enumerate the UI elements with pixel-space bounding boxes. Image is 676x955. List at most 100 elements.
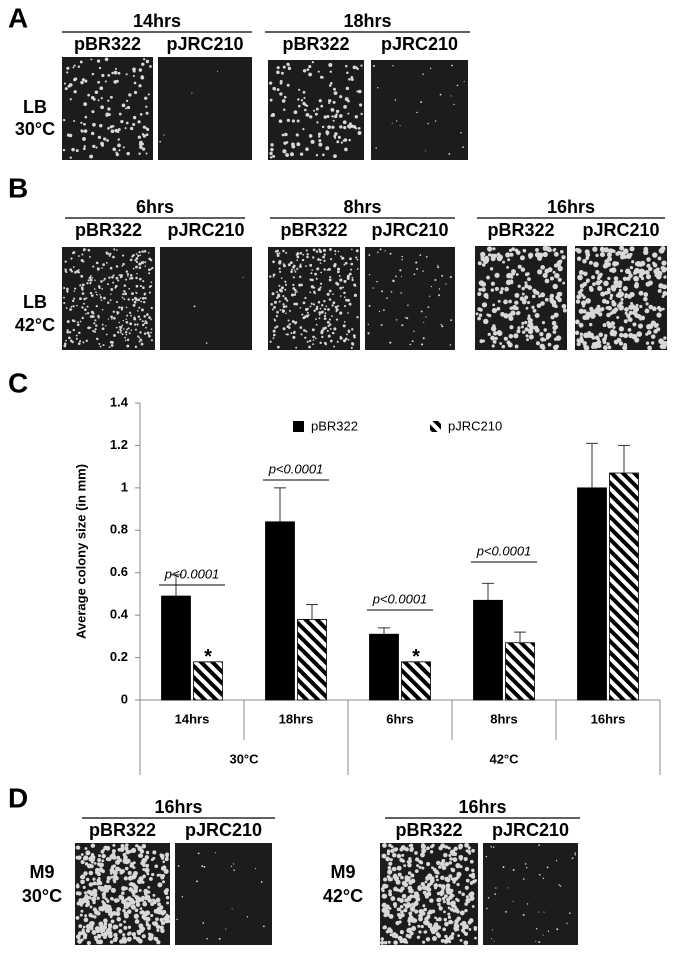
colony — [133, 885, 139, 891]
colony — [127, 875, 133, 881]
colony — [303, 329, 306, 332]
colony — [99, 345, 102, 348]
colony — [413, 273, 416, 276]
x-tick-label: 14hrs — [175, 711, 210, 726]
colony — [66, 66, 70, 70]
colony — [382, 925, 387, 930]
colony — [390, 845, 394, 849]
colony — [277, 293, 280, 297]
colony — [142, 260, 145, 263]
colony — [465, 878, 470, 883]
colony — [638, 273, 644, 279]
colony — [284, 280, 287, 283]
colony — [158, 873, 162, 877]
x-tick-label: 16hrs — [591, 711, 626, 726]
colony — [301, 258, 305, 262]
colony — [464, 902, 469, 906]
colony — [345, 86, 350, 91]
colony — [318, 248, 321, 251]
colony — [469, 895, 475, 901]
colony — [97, 80, 101, 84]
colony — [143, 58, 146, 61]
colony — [150, 281, 153, 284]
colony — [521, 299, 527, 305]
colony — [484, 256, 490, 262]
colony — [79, 284, 82, 287]
colony — [407, 934, 412, 939]
colony — [135, 257, 139, 260]
colony — [526, 338, 529, 342]
colony — [130, 904, 136, 910]
colony — [618, 326, 625, 332]
colony — [355, 249, 359, 253]
colony — [102, 263, 105, 266]
colony — [516, 310, 521, 315]
colony — [325, 305, 328, 308]
colony — [82, 885, 86, 889]
colony — [299, 265, 302, 268]
colony — [89, 275, 92, 278]
colony — [193, 305, 196, 308]
colony — [129, 311, 132, 314]
colony — [400, 886, 405, 891]
colony — [520, 325, 524, 329]
colony — [141, 142, 145, 146]
colony — [512, 900, 514, 903]
colony — [181, 896, 184, 898]
colony — [285, 251, 288, 254]
colony — [135, 298, 138, 301]
colony — [589, 287, 594, 292]
colony — [103, 918, 108, 923]
colony — [299, 306, 302, 309]
colony — [64, 268, 67, 271]
colony — [462, 924, 468, 930]
colony — [389, 252, 392, 255]
colony — [585, 278, 590, 283]
colony — [297, 98, 300, 101]
colony — [549, 276, 554, 281]
colony — [468, 918, 474, 923]
significance-marker: * — [412, 646, 420, 668]
colony — [447, 846, 451, 850]
colony — [302, 253, 305, 256]
colony — [148, 291, 151, 294]
colony — [292, 287, 296, 290]
colony — [648, 304, 654, 310]
colony — [408, 888, 414, 894]
colony — [635, 261, 642, 267]
colony — [131, 255, 134, 258]
colony — [311, 328, 315, 332]
colony — [527, 277, 531, 282]
colony — [322, 153, 325, 157]
colony — [535, 940, 537, 942]
colony — [131, 298, 134, 301]
colony — [561, 255, 566, 260]
colony — [215, 852, 217, 854]
colony — [137, 120, 141, 124]
colony — [440, 843, 446, 849]
colony — [509, 325, 514, 330]
colony — [65, 271, 68, 274]
colony — [139, 69, 142, 72]
colony — [506, 340, 511, 345]
colony — [474, 936, 477, 940]
colony — [124, 339, 127, 342]
colony — [278, 300, 281, 303]
plate-image — [475, 245, 567, 351]
colony — [145, 133, 149, 137]
colony — [577, 290, 583, 295]
colony — [197, 852, 200, 855]
colony — [132, 893, 136, 897]
colony — [82, 341, 85, 344]
significance-label: p<0.0001 — [164, 566, 220, 581]
colony — [463, 856, 468, 862]
colony — [141, 297, 145, 300]
colony — [128, 287, 131, 290]
colony — [448, 934, 454, 941]
colony — [279, 309, 282, 311]
colony — [407, 916, 413, 922]
colony — [456, 910, 460, 914]
colony — [143, 900, 146, 904]
colony — [328, 99, 332, 103]
colony — [97, 135, 101, 139]
